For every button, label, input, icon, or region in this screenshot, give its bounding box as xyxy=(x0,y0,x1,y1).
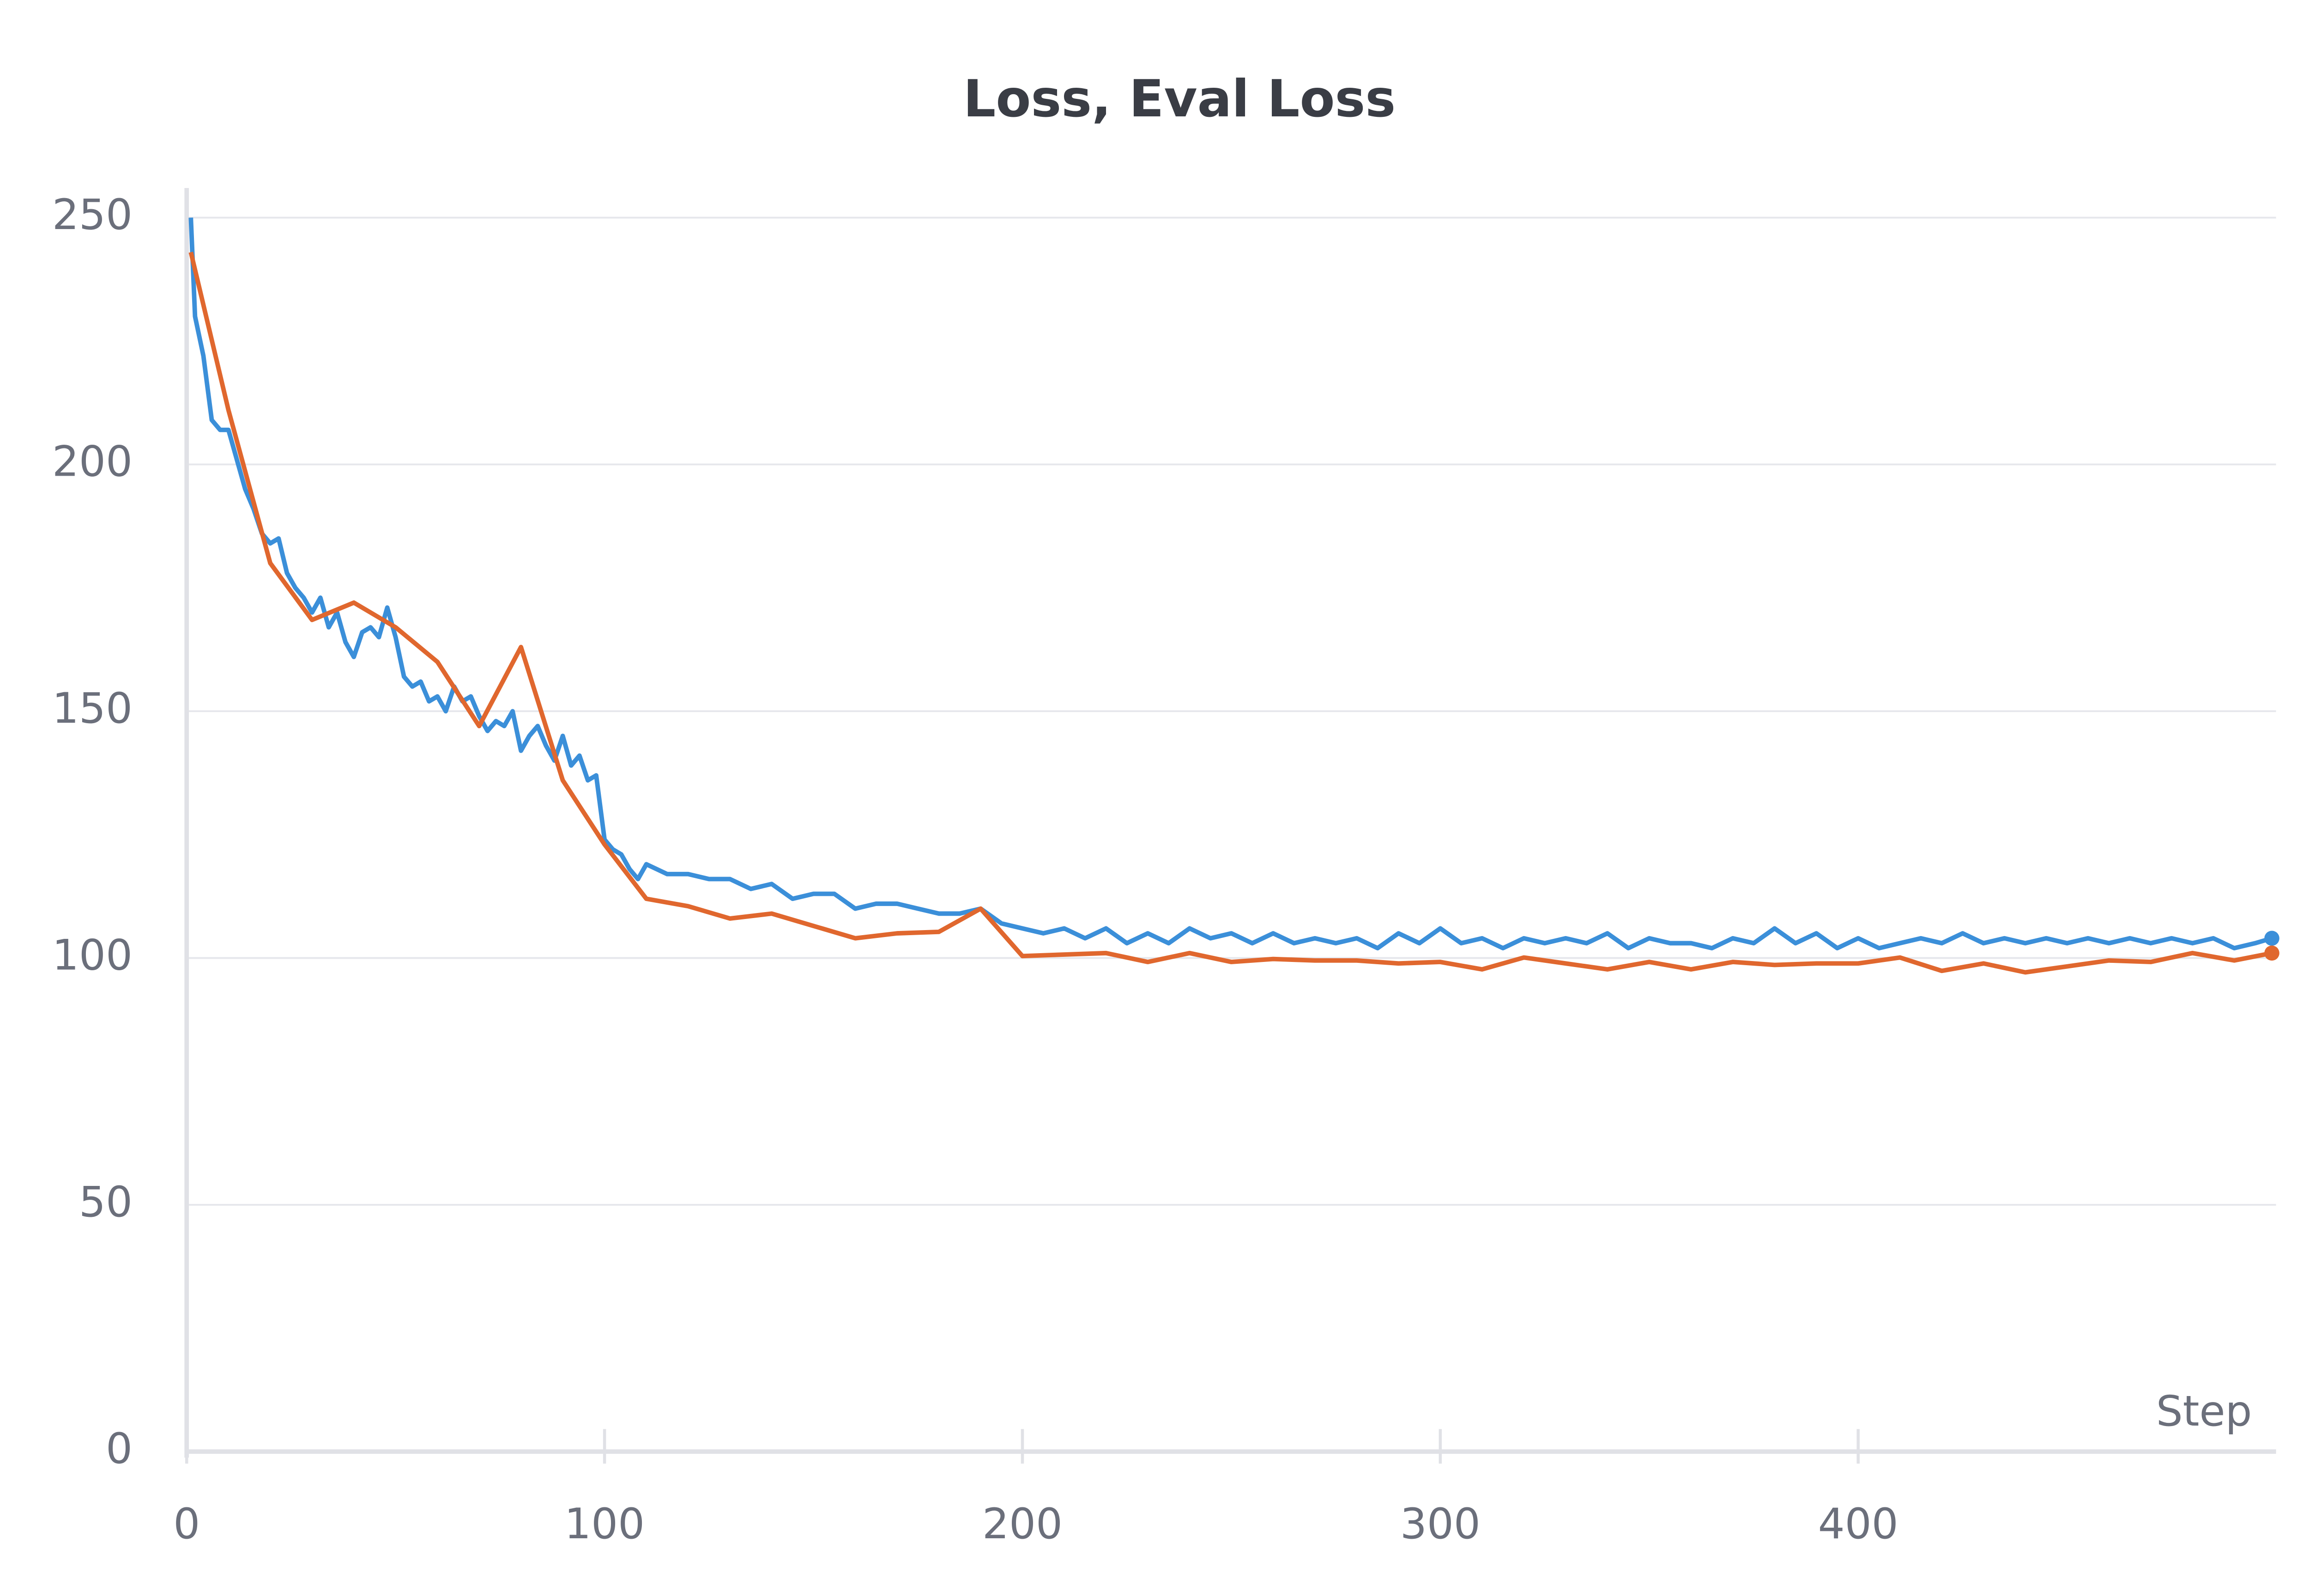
y-tick-label: 200 xyxy=(52,437,133,486)
end-dot xyxy=(2264,931,2279,946)
y-tick-label: 50 xyxy=(79,1177,133,1227)
line xyxy=(188,251,2273,975)
x-tick-label: 400 xyxy=(1818,1499,1898,1548)
y-tick-label: 250 xyxy=(52,190,133,239)
x-tick-label: 300 xyxy=(1400,1499,1481,1548)
x-axis-label: Step xyxy=(2156,1386,2252,1436)
y-tick-label: 150 xyxy=(52,683,133,733)
y-tick-label: 0 xyxy=(106,1424,133,1473)
x-tick-label: 200 xyxy=(982,1499,1063,1548)
end-dot xyxy=(2264,945,2279,961)
chart-title: Loss, Eval Loss xyxy=(963,69,1396,129)
x-tick-label: 100 xyxy=(564,1499,645,1548)
x-tick-label: 0 xyxy=(173,1499,200,1548)
line xyxy=(188,218,2273,951)
y-tick-label: 100 xyxy=(52,930,133,979)
